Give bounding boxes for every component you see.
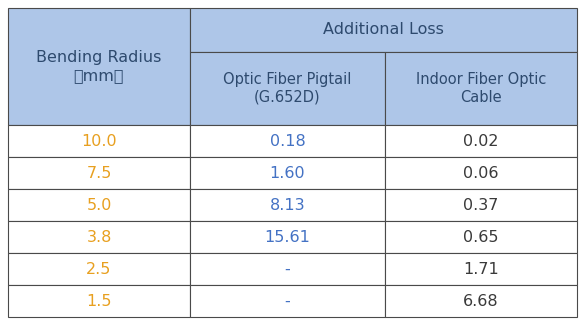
Text: 1.60: 1.60 [270,165,305,180]
Text: 0.37: 0.37 [463,198,498,213]
Bar [385,221,577,253]
Text: 5.0: 5.0 [87,198,112,213]
Text: -: - [285,293,290,308]
Bar [8,157,190,189]
Text: 0.02: 0.02 [463,134,499,149]
Bar [8,8,190,125]
Bar [8,189,190,221]
Text: 3.8: 3.8 [87,229,112,244]
Bar [190,189,385,221]
Bar [190,285,385,317]
Bar [385,189,577,221]
Text: 0.65: 0.65 [463,229,499,244]
Text: 10.0: 10.0 [81,134,117,149]
Bar [385,285,577,317]
Bar [385,125,577,157]
Bar [385,52,577,125]
Bar [190,52,385,125]
Text: 1.5: 1.5 [86,293,112,308]
Text: 1.71: 1.71 [463,262,499,277]
Text: 0.06: 0.06 [463,165,499,180]
Bar [8,253,190,285]
Bar [8,285,190,317]
Text: 8.13: 8.13 [270,198,305,213]
Text: 6.68: 6.68 [463,293,499,308]
Bar [190,8,577,52]
Bar [385,253,577,285]
Bar [190,221,385,253]
Text: Indoor Fiber Optic
Cable: Indoor Fiber Optic Cable [416,72,546,105]
Text: Optic Fiber Pigtail
(G.652D): Optic Fiber Pigtail (G.652D) [223,72,352,105]
Bar [190,125,385,157]
Text: -: - [285,262,290,277]
Text: Additional Loss: Additional Loss [323,22,444,37]
Bar [8,125,190,157]
Text: 2.5: 2.5 [87,262,112,277]
Text: Bending Radius
（mm）: Bending Radius （mm） [36,50,161,83]
Bar [385,157,577,189]
Text: 7.5: 7.5 [87,165,112,180]
Text: 0.18: 0.18 [270,134,305,149]
Bar [8,221,190,253]
Bar [190,253,385,285]
Bar [190,157,385,189]
Text: 15.61: 15.61 [264,229,311,244]
